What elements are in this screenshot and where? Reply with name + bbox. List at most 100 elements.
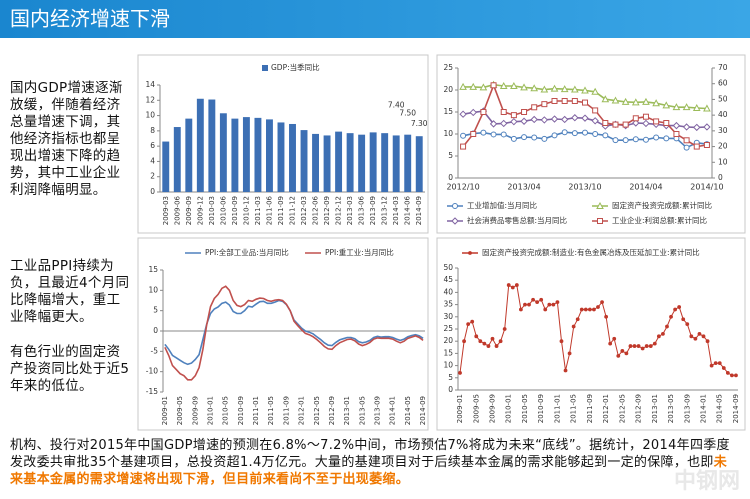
marker [644,344,649,348]
marker [541,135,548,142]
marker [486,344,491,348]
marker [703,104,711,112]
marker [592,131,599,137]
y-tick-label: 15 [443,107,453,116]
marker [482,341,487,346]
series-line [164,285,424,381]
x-tick-label: 2013/04 [507,183,540,192]
y2-tick-label: 30 [718,126,728,135]
y-tick-label: 5 [448,373,453,382]
marker [468,251,472,255]
x-tick-label: 2009-06 [173,195,181,225]
bar [312,133,319,192]
paragraph: 有色行业的固定资产投资同比处于近5年来的低位。 [10,344,130,394]
marker [591,117,599,125]
y-tick-label: 30 [443,312,453,321]
marker [628,344,633,348]
marker [611,96,620,104]
x-tick-label: 2014-01 [700,394,708,423]
x-tick-label: 2011-01 [553,394,561,423]
y-tick-label: 10 [443,129,453,138]
y-tick-label: 0 [153,326,158,335]
x-tick-label: 2011-09 [282,396,290,425]
x-tick-label: 2013-09 [374,396,382,425]
marker [621,97,630,105]
marker [550,115,559,123]
bar [196,98,204,192]
marker [703,123,711,131]
marker [571,130,578,137]
marker [705,339,710,344]
y2-tick-label: 70 [718,63,728,72]
marker [555,300,560,305]
bar [219,113,227,192]
x-tick-label: 2013-01 [343,396,351,425]
marker [601,95,610,103]
marker [673,131,680,137]
x-tick-label: 2014-03 [392,196,400,225]
marker [587,307,592,312]
bar [231,118,239,192]
marker [521,109,528,115]
marker [469,82,478,90]
marker [672,121,681,130]
marker [510,112,517,119]
marker [551,98,558,104]
marker [602,132,609,139]
marker [612,121,619,128]
legend-label: GDP:当季同比 [271,62,320,72]
x-tick-label: 2012-09 [635,394,643,423]
marker [663,120,670,126]
marker [514,283,519,287]
marker [673,307,678,312]
marker [730,373,734,378]
x-tick-label: 2014/04 [629,183,662,192]
marker [510,117,518,126]
marker [570,85,579,93]
marker [682,103,691,111]
marker [717,361,722,366]
y-tick-label: 0 [448,385,453,394]
marker [579,307,584,312]
marker [560,115,569,124]
bar [208,99,216,192]
legend-label: 工业增加值:当月同比 [467,200,538,210]
marker [693,336,698,341]
y-tick-label: 50 [443,263,453,272]
marker [547,302,552,307]
data-label: 7.40 [388,100,405,109]
marker [510,285,515,290]
marker [460,132,467,139]
y-tick-label: -5 [151,346,159,355]
bar [162,141,170,192]
marker [510,135,517,142]
bar [277,122,285,192]
x-tick-label: 2013-09 [369,196,377,225]
marker [459,110,467,118]
marker [682,123,691,131]
marker [478,339,483,344]
marker [653,118,660,125]
marker [480,129,487,136]
marker [563,368,568,373]
marker [451,217,459,225]
marker [459,82,467,90]
bar [289,123,296,192]
y-tick-label: -10 [146,367,158,376]
y-tick-label: 10 [443,361,453,370]
legend-label: PPI:重工业:当月同比 [325,247,394,257]
marker [531,134,538,141]
y-tick-label: 4 [150,156,155,165]
marker [640,346,645,351]
marker [642,119,650,128]
marker [571,114,579,122]
marker [624,351,629,356]
marker [622,121,629,128]
x-tick-label: 2012-12 [335,196,343,225]
marker [502,327,507,331]
watermark: 中钢网 [674,468,740,494]
y-tick-label: 10 [148,285,158,294]
marker [616,353,621,358]
x-tick-label: 2013-03 [346,196,354,225]
